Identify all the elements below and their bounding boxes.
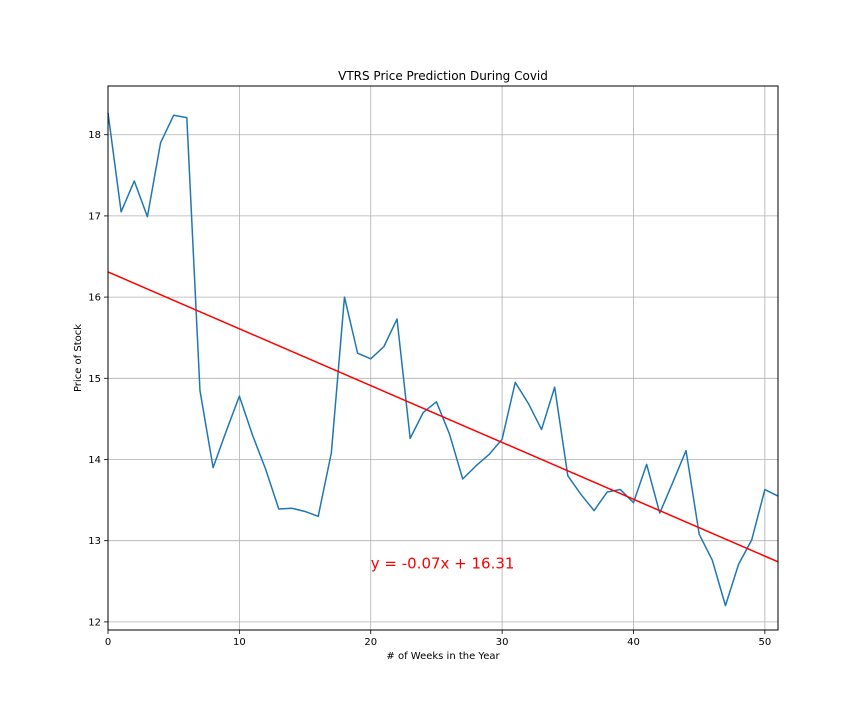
y-tick-label: 14 [88, 455, 101, 466]
tick-layer: 0 10 20 30 40 50 12 13 14 15 16 17 18 [88, 130, 771, 648]
y-tick-label: 12 [88, 617, 101, 628]
y-tick-label: 16 [88, 293, 101, 304]
y-tick-label: 18 [88, 130, 101, 141]
x-tick-label: 50 [758, 637, 771, 648]
grid-layer [107, 86, 778, 630]
y-tick-label: 17 [88, 211, 101, 222]
y-tick-label: 13 [88, 536, 101, 547]
y-tick-label: 15 [88, 374, 101, 385]
x-tick-label: 20 [364, 637, 377, 648]
x-tick-label: 30 [496, 637, 509, 648]
plot-frame [107, 85, 779, 631]
x-axis-label: # of Weeks in the Year [386, 651, 500, 662]
chart-title: VTRS Price Prediction During Covid [338, 69, 548, 83]
y-axis-label: Price of Stock [73, 324, 84, 392]
series-layer [107, 112, 779, 607]
regression-equation-annotation: y = -0.07x + 16.31 [371, 554, 515, 572]
x-tick-label: 10 [233, 637, 246, 648]
x-tick-label: 40 [627, 637, 640, 648]
x-tick-label: 0 [105, 637, 111, 648]
regression-trend-line [107, 271, 779, 563]
price-series-line [107, 112, 779, 607]
